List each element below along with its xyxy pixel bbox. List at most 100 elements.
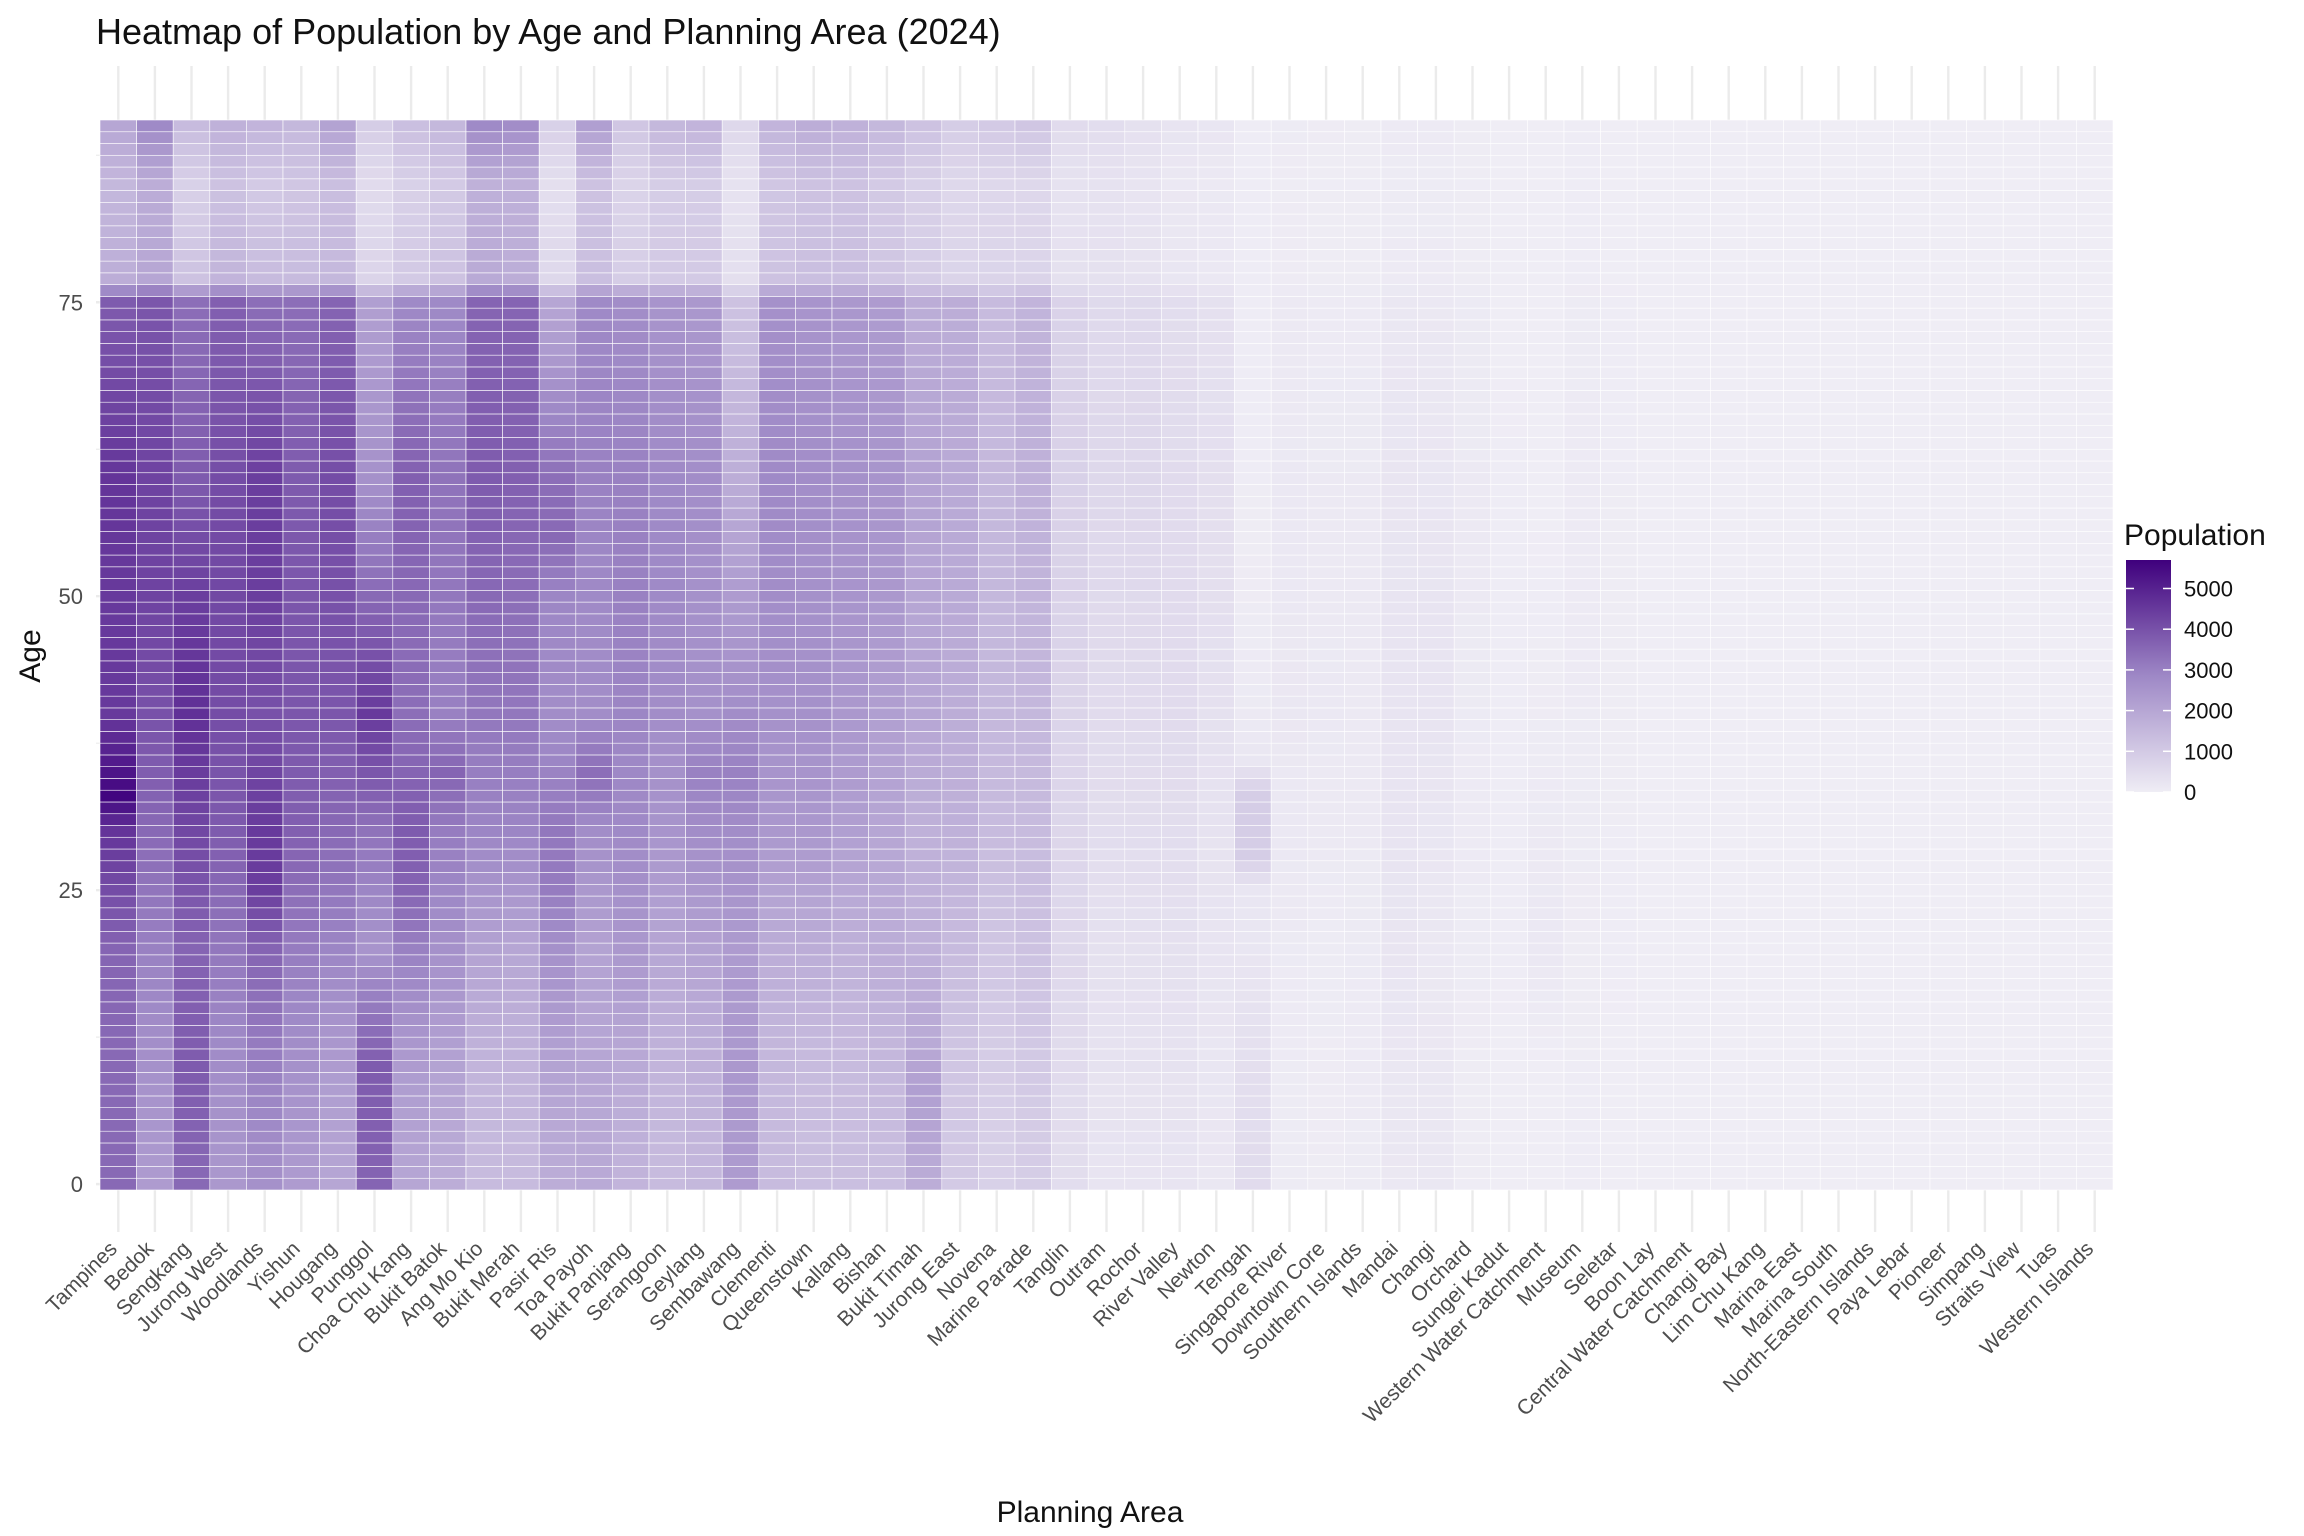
heatmap-cell [648,801,686,815]
heatmap-cell [1636,284,1675,297]
heatmap-cell [1966,484,2004,497]
heatmap-cell [1417,495,1455,509]
heatmap-cell [2002,566,2041,579]
heatmap-cell [1746,495,1784,509]
heatmap-cell [1527,260,1565,274]
heatmap-cell [1856,695,1894,709]
heatmap-cell [209,1083,247,1097]
heatmap-cell [1673,1166,1711,1179]
heatmap-cell [465,1013,503,1026]
heatmap-cell [1417,566,1455,579]
heatmap-cell [978,660,1016,673]
heatmap-cell [1051,1001,1089,1014]
heatmap-cell [1087,319,1126,332]
heatmap-cell [1161,260,1199,274]
heatmap-cell [465,1107,503,1120]
heatmap-cell [1819,1060,1858,1073]
heatmap-cell [978,601,1016,615]
heatmap-cell [1563,154,1601,168]
heatmap-cell [941,354,979,368]
heatmap-cell [1783,413,1821,427]
heatmap-cell [1014,143,1052,156]
heatmap-cell [831,731,869,744]
heatmap-cell [1014,1119,1052,1132]
heatmap-cell [2039,296,2077,309]
heatmap-cell [1929,343,1967,356]
heatmap-cell [1490,578,1528,591]
heatmap-cell [648,249,686,262]
heatmap-cell [1600,766,1638,779]
heatmap-cell [1966,390,2004,403]
heatmap-cell [685,519,723,532]
heatmap-cell [282,507,320,521]
heatmap-cell [1746,754,1784,768]
heatmap-cell [685,1166,723,1179]
heatmap-cell [648,307,686,321]
heatmap-cell [209,860,247,873]
heatmap-cell [465,272,503,285]
heatmap-cell [1673,284,1711,297]
heatmap-cell [1673,331,1711,344]
heatmap-cell [1234,1001,1272,1014]
heatmap-cell [1746,378,1784,391]
heatmap-cell [2039,590,2077,603]
heatmap-cell [758,272,796,285]
heatmap-cell [209,978,247,991]
heatmap-cell [795,625,833,638]
heatmap-cell [978,1166,1016,1179]
heatmap-cell [1636,907,1675,920]
heatmap-cell [2002,836,2041,850]
heatmap-cell [1929,260,1967,274]
heatmap-cell [1197,648,1235,662]
heatmap-cell [465,507,503,521]
heatmap-cell [904,202,943,215]
heatmap-cell [172,883,211,897]
heatmap-cell [1819,660,1858,673]
heatmap-cell [1161,1060,1199,1073]
heatmap-cell [904,625,943,638]
heatmap-cell [1600,131,1638,144]
heatmap-cell [795,1095,833,1108]
heatmap-cell [1344,778,1382,791]
heatmap-cell [2002,590,2041,603]
heatmap-cell [502,1166,540,1179]
heatmap-cell [209,931,247,944]
heatmap-cell [1417,542,1455,556]
heatmap-cell [1417,1048,1455,1061]
heatmap-cell [502,1060,540,1073]
heatmap-cell [941,707,979,720]
heatmap-cell [758,554,796,568]
heatmap-cell [1929,566,1967,579]
heatmap-cell [1929,754,1967,768]
heatmap-cell [1710,390,1748,403]
heatmap-cell [1307,1130,1345,1144]
heatmap-cell [1893,1107,1931,1120]
heatmap-cell [795,1130,833,1144]
heatmap-cell [246,1130,284,1144]
heatmap-cell [1563,637,1601,650]
heatmap-cell [1966,178,2004,191]
heatmap-cell [538,625,577,638]
heatmap-cell [648,1119,686,1132]
heatmap-cell [795,1060,833,1073]
heatmap-cell [831,1119,869,1132]
heatmap-cell [1051,1072,1089,1085]
heatmap-cell [2002,848,2041,862]
heatmap-cell [502,778,540,791]
heatmap-cell [1234,272,1272,285]
heatmap-cell [575,907,613,920]
heatmap-cell [1051,731,1089,744]
heatmap-cell [429,495,467,509]
heatmap-cell [1087,625,1126,638]
heatmap-cell [392,190,430,203]
heatmap-cell [612,766,650,779]
heatmap-cell [429,1130,467,1144]
heatmap-cell [1746,660,1784,673]
heatmap-cell [1490,472,1528,485]
heatmap-cell [1234,766,1272,779]
heatmap-cell [355,1036,394,1050]
heatmap-cell [282,860,320,873]
heatmap-cell [538,460,577,474]
heatmap-cell [1563,754,1601,768]
heatmap-cell [721,719,760,732]
